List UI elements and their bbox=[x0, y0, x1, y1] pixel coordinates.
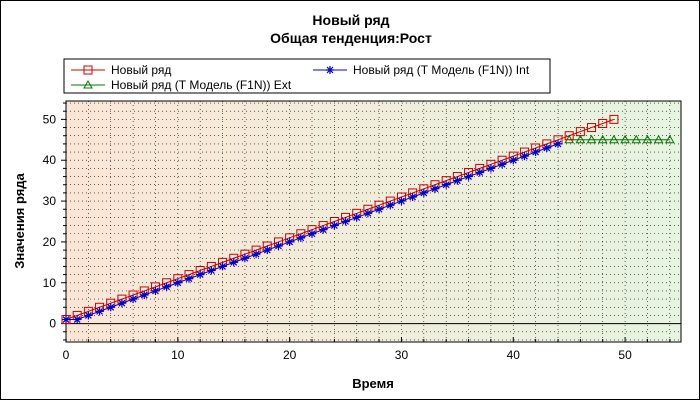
data-point bbox=[653, 134, 664, 144]
x-tick-label: 20 bbox=[283, 348, 297, 362]
x-tick-label: 30 bbox=[395, 348, 409, 362]
legend-box bbox=[63, 58, 551, 94]
plot-area bbox=[66, 101, 681, 342]
x-tick-label: 0 bbox=[63, 348, 70, 362]
data-point bbox=[263, 246, 272, 255]
y-tick-label: 50 bbox=[43, 112, 57, 126]
data-point bbox=[386, 201, 395, 210]
data-point bbox=[664, 134, 675, 144]
y-tick-label: 20 bbox=[43, 235, 57, 249]
data-point bbox=[642, 134, 653, 144]
x-tick-label: 40 bbox=[507, 348, 521, 362]
data-point bbox=[587, 123, 597, 133]
data-point bbox=[352, 213, 361, 222]
data-point bbox=[151, 286, 160, 295]
data-point bbox=[620, 134, 630, 144]
data-point bbox=[363, 209, 372, 218]
data-point bbox=[375, 205, 384, 214]
legend-marker bbox=[83, 79, 93, 89]
data-point bbox=[408, 192, 417, 201]
data-point bbox=[129, 295, 138, 304]
data-point bbox=[554, 139, 562, 148]
data-point bbox=[453, 176, 462, 185]
data-point bbox=[185, 274, 193, 283]
data-point bbox=[173, 278, 182, 287]
data-point bbox=[95, 307, 104, 316]
data-point bbox=[218, 262, 227, 271]
x-axis-ticks: 0 10 20 30 40 50 bbox=[63, 337, 671, 362]
data-point bbox=[62, 315, 70, 324]
y-axis-label: Значения ряда bbox=[12, 172, 27, 268]
legend-marker bbox=[83, 65, 93, 75]
data-point bbox=[498, 160, 507, 169]
data-point bbox=[442, 180, 451, 189]
chart-subtitle: Общая тенденция:Рост bbox=[270, 30, 432, 46]
legend-item: Новый ряд bbox=[71, 63, 171, 77]
data-point bbox=[106, 303, 115, 312]
data-point bbox=[486, 164, 495, 173]
series-line bbox=[65, 118, 615, 320]
legend-item: Новый ряд (Т Модель (F1N)) Int bbox=[313, 63, 530, 77]
series-layer bbox=[61, 114, 675, 325]
data-point bbox=[597, 134, 608, 144]
data-point bbox=[631, 134, 642, 144]
data-point bbox=[431, 184, 439, 193]
legend-marker bbox=[326, 66, 334, 74]
data-point bbox=[73, 315, 82, 324]
data-point bbox=[564, 131, 574, 141]
grid bbox=[66, 101, 681, 342]
data-point bbox=[464, 172, 473, 181]
data-point bbox=[609, 134, 619, 144]
data-point bbox=[308, 229, 316, 238]
plot-border bbox=[65, 100, 682, 343]
y-tick-label: 10 bbox=[43, 276, 57, 290]
data-point bbox=[140, 291, 149, 300]
data-point bbox=[229, 258, 238, 267]
data-point bbox=[285, 237, 294, 246]
data-point bbox=[274, 242, 283, 251]
series-asterisk bbox=[62, 139, 562, 324]
chart-title: Новый ряд bbox=[312, 12, 389, 28]
legend: Новый ряд Новый ряд (Т Модель (F1N)) Int Н… bbox=[63, 58, 551, 94]
data-point bbox=[609, 114, 619, 124]
x-tick-label: 50 bbox=[618, 348, 632, 362]
data-point bbox=[240, 254, 249, 263]
data-point bbox=[117, 299, 126, 308]
x-tick-label: 10 bbox=[171, 348, 185, 362]
legend-label: Новый ряд bbox=[111, 63, 171, 77]
data-point bbox=[397, 197, 406, 206]
y-axis-ticks: 0 10 20 30 40 50 bbox=[43, 102, 66, 341]
x-axis-label: Время bbox=[352, 376, 394, 391]
data-point bbox=[296, 233, 305, 242]
legend-label: Новый ряд (Т Модель (F1N)) Int bbox=[353, 63, 530, 77]
data-point bbox=[531, 148, 540, 157]
data-point bbox=[341, 217, 350, 226]
data-point bbox=[162, 282, 171, 291]
data-point bbox=[509, 156, 518, 165]
data-point bbox=[542, 143, 551, 152]
y-tick-label: 40 bbox=[43, 153, 57, 167]
data-point bbox=[475, 168, 484, 177]
data-point bbox=[575, 134, 586, 144]
data-point bbox=[330, 221, 339, 230]
data-point bbox=[196, 270, 205, 279]
data-point bbox=[84, 311, 93, 320]
data-point bbox=[319, 225, 328, 234]
data-point bbox=[419, 188, 428, 197]
y-tick-label: 0 bbox=[49, 317, 56, 331]
y-tick-label: 30 bbox=[43, 194, 57, 208]
legend-item: Новый ряд (Т Модель (F1N)) Ext bbox=[71, 78, 292, 92]
data-point bbox=[252, 250, 261, 259]
legend-label: Новый ряд (Т Модель (F1N)) Ext bbox=[111, 78, 292, 92]
data-point bbox=[586, 134, 597, 144]
data-point bbox=[575, 127, 585, 137]
data-point bbox=[207, 266, 216, 275]
data-point bbox=[520, 152, 529, 161]
data-point bbox=[598, 118, 608, 128]
